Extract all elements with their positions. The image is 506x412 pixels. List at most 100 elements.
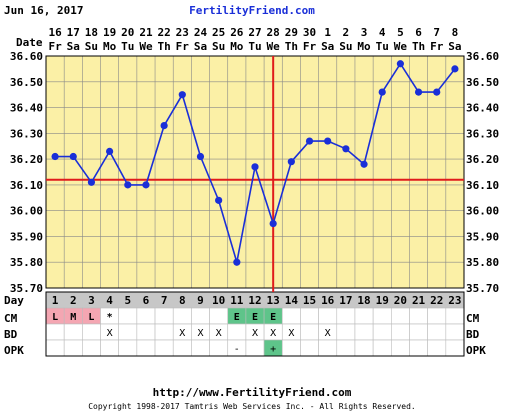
cycle-day-label: 12 <box>248 294 261 307</box>
cycle-day-label: 9 <box>197 294 204 307</box>
weekday-label: We <box>139 40 153 53</box>
weekday-label: Fr <box>303 40 317 53</box>
cycle-day-label: 3 <box>88 294 95 307</box>
chart-date: Jun 16, 2017 <box>4 4 83 17</box>
weekday-label: Fr <box>430 40 444 53</box>
date-label: 27 <box>248 26 261 39</box>
temperature-point <box>124 181 132 189</box>
cycle-day-label: 1 <box>52 294 59 307</box>
opk-cell <box>409 339 428 357</box>
cycle-day-label: 15 <box>303 294 316 307</box>
weekday-label: Mo <box>103 40 117 53</box>
date-label: 1 <box>324 26 331 39</box>
temperature-point <box>396 60 404 68</box>
y-tick-label-right: 35.70 <box>466 282 499 295</box>
cm-entry: E <box>252 312 258 323</box>
weekday-label: Fr <box>176 40 190 53</box>
temperature-point <box>378 88 386 96</box>
opk-cell <box>136 339 156 357</box>
weekday-label: Th <box>158 40 171 53</box>
bd-cell <box>154 323 174 341</box>
date-label: 30 <box>303 26 316 39</box>
cm-cell <box>281 307 301 325</box>
temperature-point <box>69 152 77 161</box>
y-tick-label-right: 35.80 <box>466 256 499 269</box>
opk-cell <box>318 339 338 357</box>
temperature-point <box>433 88 441 96</box>
temperature-point <box>215 196 223 204</box>
y-tick-label-left: 36.60 <box>10 50 43 63</box>
plot-area <box>46 56 464 288</box>
weekday-label: We <box>394 40 408 53</box>
bd-cell <box>82 323 101 341</box>
weekday-label: We <box>267 40 281 53</box>
bd-cell <box>63 323 83 341</box>
opk-cell <box>118 339 138 357</box>
y-tick-label-right: 36.00 <box>466 205 499 218</box>
cm-cell <box>136 307 156 325</box>
temperature-point <box>51 152 59 161</box>
y-tick-label-left: 35.80 <box>10 256 43 269</box>
cycle-day-label: 23 <box>448 294 461 307</box>
temperature-point <box>360 160 368 168</box>
cm-cell <box>354 307 374 325</box>
opk-cell <box>100 339 119 357</box>
opk-cell <box>281 339 301 357</box>
temperature-point <box>178 91 186 99</box>
y-tick-label-right: 36.30 <box>466 127 499 140</box>
weekday-label: Tu <box>376 40 389 53</box>
y-tick-label-left: 35.90 <box>10 230 43 243</box>
cm-cell <box>372 307 392 325</box>
temperature-point <box>269 219 277 228</box>
opk-cell <box>172 339 192 357</box>
temperature-point <box>87 178 96 186</box>
date-row-label: Date <box>16 36 43 49</box>
bd-entry: X <box>270 328 276 339</box>
cm-row-label: CM <box>4 312 18 325</box>
y-tick-label-right: 35.90 <box>466 230 499 243</box>
opk-cell <box>336 339 356 357</box>
y-tick-label-right: 36.40 <box>466 102 499 115</box>
date-label: 22 <box>158 26 171 39</box>
opk-cell <box>82 339 101 357</box>
temperature-point <box>305 137 314 145</box>
weekday-label: Su <box>85 40 98 53</box>
bd-cell <box>118 323 138 341</box>
footer-url: http://www.FertilityFriend.com <box>153 386 352 399</box>
y-tick-label-right: 36.50 <box>466 76 499 89</box>
bd-entry: X <box>197 328 203 339</box>
cycle-day-label: 10 <box>212 294 225 307</box>
cm-cell <box>318 307 338 325</box>
cm-cell <box>336 307 356 325</box>
bd-cell <box>409 323 428 341</box>
bd-entry: X <box>179 328 185 339</box>
temperature-point <box>196 152 205 161</box>
cycle-day-label: 22 <box>430 294 443 307</box>
cm-cell <box>154 307 174 325</box>
cm-entry: E <box>234 312 240 323</box>
cm-cell <box>191 307 210 325</box>
opk-cell <box>427 339 447 357</box>
opk-cell <box>300 339 319 357</box>
weekday-label: Th <box>412 40 425 53</box>
y-tick-label-right: 36.20 <box>466 153 499 166</box>
cycle-day-label: 8 <box>179 294 186 307</box>
opk-cell <box>191 339 210 357</box>
y-tick-label-right: 36.60 <box>466 50 499 63</box>
weekday-label: Sa <box>448 40 461 53</box>
y-tick-label-right: 36.10 <box>466 179 499 192</box>
date-label: 8 <box>452 26 459 39</box>
date-label: 17 <box>67 26 80 39</box>
date-label: 18 <box>85 26 98 39</box>
cycle-day-label: 11 <box>230 294 244 307</box>
date-label: 4 <box>379 26 386 39</box>
opk-cell <box>372 339 392 357</box>
y-tick-label-left: 35.70 <box>10 282 43 295</box>
date-label: 5 <box>397 26 404 39</box>
bd-row-label-right: BD <box>466 328 480 341</box>
bd-entry: X <box>288 328 294 339</box>
bd-cell <box>354 323 374 341</box>
date-label: 21 <box>139 26 153 39</box>
cm-row-label-right: CM <box>466 312 480 325</box>
